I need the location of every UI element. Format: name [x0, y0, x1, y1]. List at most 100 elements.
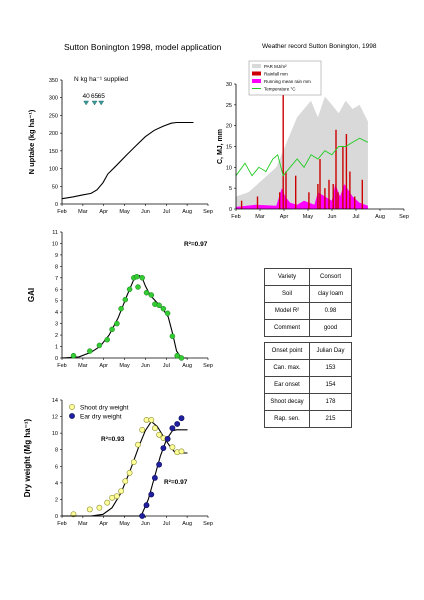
info-value: good — [309, 319, 352, 337]
legend-swatch — [252, 79, 261, 83]
rainfall-bar — [342, 146, 344, 209]
gai-model-line — [61, 274, 188, 359]
table-row: Ear onset 154 — [264, 376, 352, 394]
y-tick-label: 12 — [52, 415, 58, 421]
legend-label: Ear dry weight — [80, 413, 122, 420]
gai-observed-point — [143, 289, 150, 296]
x-tick-label: Jul — [163, 363, 170, 369]
y-tick-label: 250 — [49, 113, 58, 119]
onset-label: Shoot decay — [264, 393, 310, 411]
dry-weight-observed-point — [156, 461, 162, 468]
right-title: Weather record Sutton Bonington, 1998 — [262, 43, 377, 50]
rainfall-bar — [328, 179, 330, 209]
dry-weight-observed-point — [151, 425, 158, 432]
onset-label: Ear onset — [264, 376, 310, 394]
n-application-label: 65 — [91, 93, 99, 100]
x-tick-label: Aug — [375, 214, 385, 220]
dry-weight-observed-point — [104, 499, 111, 506]
rainfall-bar — [317, 184, 319, 209]
y-tick-label: 4 — [55, 310, 58, 316]
y-tick-label: 5 — [55, 299, 58, 305]
rainfall-bar — [332, 184, 334, 209]
y-tick-label: 5 — [229, 186, 232, 192]
y-tick-label: 10 — [52, 431, 58, 437]
dry-weight-observed-point — [148, 416, 155, 423]
info-label: Comment — [264, 319, 310, 337]
dry-weight-observed-point — [122, 478, 129, 485]
dry-weight-observed-point — [169, 444, 176, 451]
legend-label: Shoot dry weight — [80, 404, 129, 411]
x-tick-label: Apr — [280, 214, 289, 220]
y-tick-label: 2 — [55, 333, 58, 339]
legend-label: Running mean rain mm — [264, 79, 311, 84]
rainfall-bar — [308, 192, 310, 209]
dry-weight-observed-point — [126, 470, 133, 476]
x-tick-label: Sep — [203, 363, 213, 369]
table-row: Soil clay loam — [264, 285, 352, 303]
dry-weight-observed-point — [174, 421, 181, 427]
table-row: Model R² 0.98 — [264, 302, 352, 320]
y-tick-label: 150 — [49, 149, 58, 155]
info-label: Variety — [264, 268, 310, 286]
rainfall-bar — [240, 200, 243, 209]
gai-observed-point — [114, 320, 120, 327]
y-tick-label: 300 — [49, 96, 58, 102]
x-tick-label: Jun — [141, 363, 150, 369]
temperature-line — [235, 137, 369, 177]
x-tick-label: Feb — [57, 209, 66, 215]
table-row: Rap. sen. 215 — [264, 410, 352, 428]
gai-observed-point — [122, 296, 129, 303]
rain-running-mean-area — [236, 184, 368, 209]
rainfall-bar — [319, 159, 321, 209]
legend-label: Temperature °C — [264, 86, 296, 91]
gai-chart: 0 1 2 3 4 5 6 7 8 9 10 11 Feb Mar Apr May Jun Jul Aug Sep GA… — [27, 230, 213, 369]
y-tick-label: 6 — [55, 464, 58, 470]
x-tick-label: Jun — [328, 214, 337, 220]
rainfall-bar — [285, 171, 287, 209]
x-tick-label: Feb — [57, 363, 66, 369]
gai-observed-point — [134, 273, 140, 280]
gai-observed-point — [156, 302, 162, 309]
x-tick-label: May — [119, 209, 130, 215]
y-tick-label: 4 — [55, 481, 58, 487]
legend-marker — [69, 404, 75, 410]
dry-weight-observed-point — [109, 494, 115, 501]
table-row: Variety Consort — [264, 268, 352, 286]
y-tick-label: 0 — [55, 356, 58, 362]
n-application-marker — [83, 100, 89, 106]
rainfall-bar — [282, 92, 284, 209]
dry-weight-observed-point — [178, 448, 185, 455]
gai-observed-point — [169, 333, 176, 339]
y-tick-label: 0 — [55, 514, 58, 520]
y-tick-label: 9 — [55, 253, 58, 259]
y-tick-label: 7 — [55, 276, 58, 282]
y-tick-label: 50 — [52, 184, 58, 190]
y-tick-label: 6 — [55, 287, 58, 293]
rainfall-bar — [361, 179, 363, 209]
y-tick-label: 100 — [49, 167, 58, 173]
x-tick-label: Jul — [163, 521, 170, 527]
par-area — [236, 96, 368, 209]
dry-weight-observed-point — [114, 493, 120, 499]
y-tick-label: 10 — [226, 165, 232, 171]
x-tick-label: Mar — [78, 209, 88, 215]
x-tick-label: Mar — [255, 214, 265, 220]
onset-value: 153 — [309, 359, 352, 377]
dry-weight-observed-point — [118, 488, 124, 494]
left-title: Sutton Bonington 1998, model application — [64, 42, 222, 52]
gai-observed-point — [164, 310, 171, 317]
dry-weight-observed-point — [151, 475, 158, 481]
gai-observed-point — [118, 305, 124, 312]
y-tick-label: 20 — [226, 124, 232, 130]
x-tick-label: Jul — [352, 214, 359, 220]
dry-weight-observed-point — [169, 425, 176, 432]
x-tick-label: May — [119, 521, 130, 527]
gai-observed-point — [96, 342, 103, 349]
dry-weight-observed-point — [96, 504, 103, 511]
y-tick-label: 200 — [49, 131, 58, 137]
table-row: Shoot decay 178 — [264, 393, 352, 411]
y-tick-label: 30 — [226, 82, 232, 88]
rainfall-bar — [349, 171, 351, 209]
legend-swatch — [252, 64, 261, 68]
legend-label: PAR MJ/m² — [264, 64, 287, 69]
